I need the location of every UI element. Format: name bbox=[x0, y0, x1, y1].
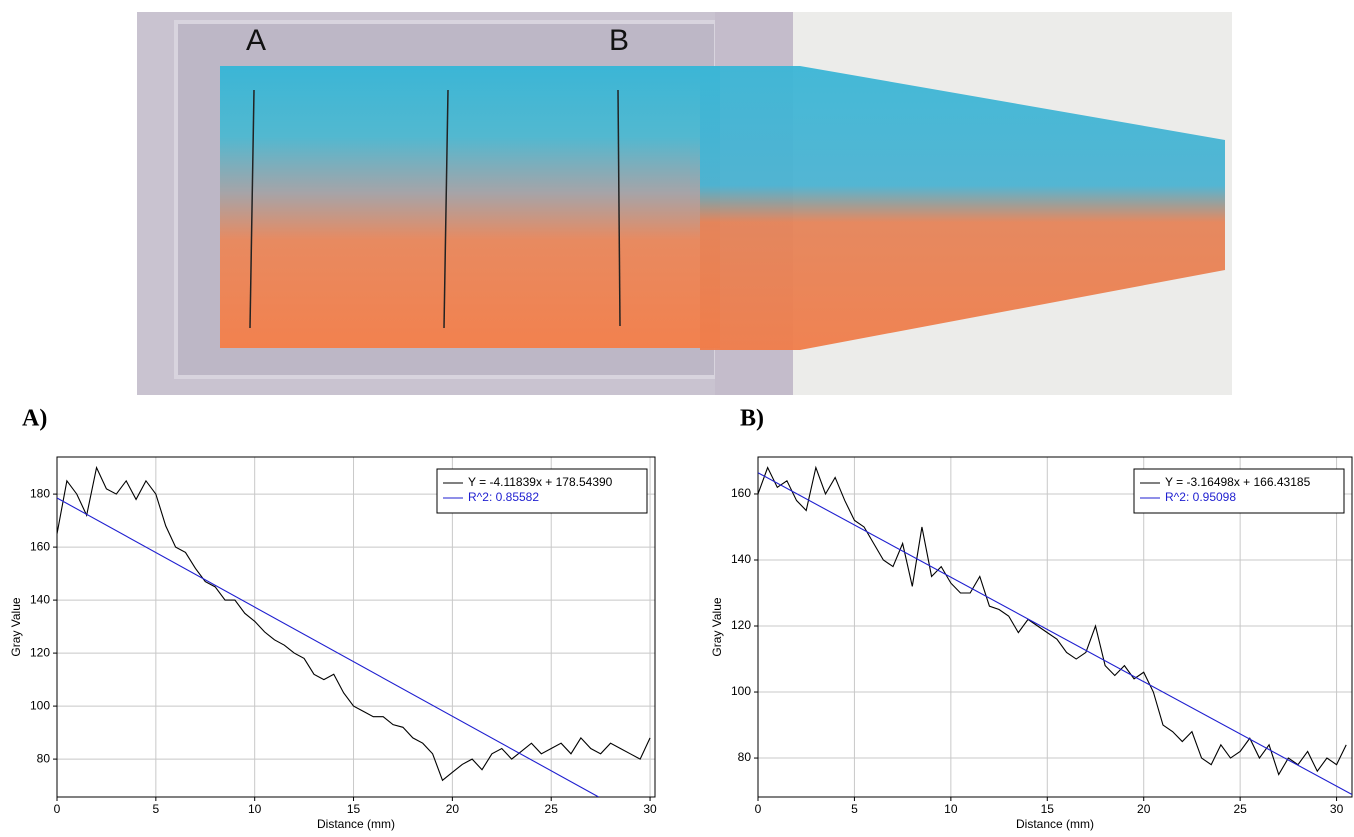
y-tick-label: 100 bbox=[30, 698, 50, 712]
legend-box bbox=[436, 468, 648, 514]
data-line bbox=[57, 465, 651, 782]
chart: A) 80 100 120 140 160 180 0 5 10 15 20 25 30 Distance … bbox=[9, 406, 657, 832]
y-tick-label: 140 bbox=[731, 552, 751, 566]
legend-label: Y = -3.16498x + 166.43185 bbox=[1165, 475, 1311, 489]
data-line bbox=[758, 465, 1347, 776]
plot-frame bbox=[757, 456, 1353, 798]
x-tick-label: 0 bbox=[755, 802, 762, 816]
plot-frame bbox=[56, 456, 656, 798]
data-line bbox=[57, 497, 599, 797]
x-axis-label: Distance (mm) bbox=[317, 817, 395, 831]
y-tick-label: 180 bbox=[30, 486, 50, 500]
y-tick-label: 160 bbox=[731, 486, 751, 500]
legend-label: R^2: 0.95098 bbox=[1165, 490, 1236, 504]
legend-label: Y = -4.11839x + 178.54390 bbox=[468, 475, 613, 489]
y-tick-label: 100 bbox=[731, 684, 751, 698]
x-tick-label: 0 bbox=[54, 802, 61, 816]
x-tick-label: 15 bbox=[347, 802, 361, 816]
y-tick-label: 80 bbox=[738, 750, 752, 764]
y-tick-label: 120 bbox=[731, 618, 751, 632]
x-tick-label: 25 bbox=[1233, 802, 1247, 816]
x-tick-label: 25 bbox=[545, 802, 559, 816]
panel-label: B) bbox=[740, 406, 764, 432]
x-tick-label: 5 bbox=[152, 802, 159, 816]
data-line bbox=[758, 472, 1352, 796]
y-axis-label: Gray Value bbox=[710, 597, 724, 656]
x-tick-label: 20 bbox=[446, 802, 460, 816]
y-tick-label: 80 bbox=[37, 751, 51, 765]
x-tick-label: 30 bbox=[1330, 802, 1344, 816]
x-tick-label: 10 bbox=[944, 802, 958, 816]
photo-label: A bbox=[246, 24, 266, 57]
legend-label: R^2: 0.85582 bbox=[468, 490, 539, 504]
chart: B) 80 100 120 140 160 0 5 10 15 20 25 30 Distance (mm… bbox=[710, 406, 1353, 831]
x-axis-label: Distance (mm) bbox=[1016, 817, 1094, 831]
photo: A B bbox=[137, 12, 1232, 395]
y-tick-label: 120 bbox=[30, 645, 50, 659]
panel-label: A) bbox=[22, 406, 47, 432]
x-tick-label: 15 bbox=[1041, 802, 1055, 816]
y-tick-label: 160 bbox=[30, 539, 50, 553]
legend-box bbox=[1133, 468, 1345, 514]
x-tick-label: 10 bbox=[248, 802, 262, 816]
y-tick-label: 140 bbox=[30, 592, 50, 606]
photo-label: B bbox=[609, 24, 629, 57]
x-tick-label: 5 bbox=[851, 802, 858, 816]
x-tick-label: 20 bbox=[1137, 802, 1151, 816]
y-axis-label: Gray Value bbox=[9, 597, 23, 656]
x-tick-label: 30 bbox=[643, 802, 657, 816]
